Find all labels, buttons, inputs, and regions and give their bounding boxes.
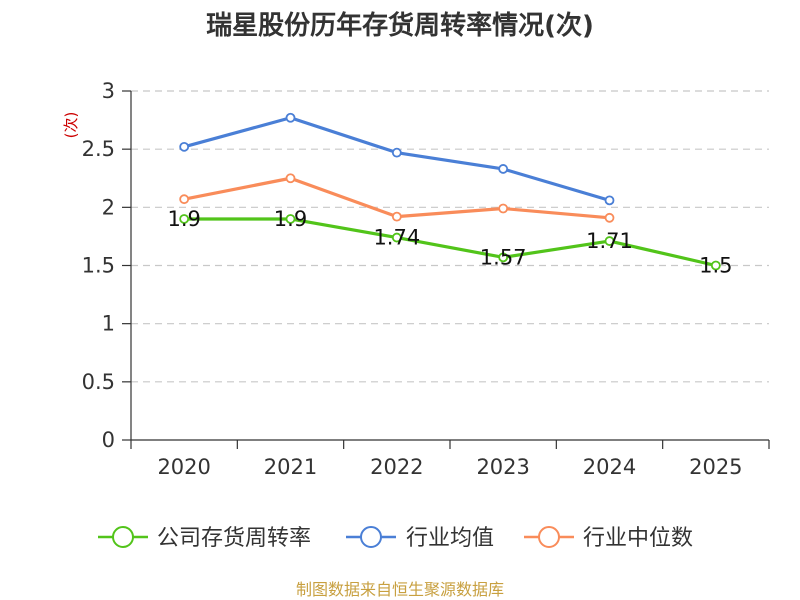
- data-point[interactable]: [391, 147, 402, 158]
- y-tick-label: 1: [102, 312, 115, 336]
- y-tick-label: 1.5: [82, 254, 115, 278]
- x-tick-label: 2020: [157, 455, 210, 479]
- y-tick-label: 2.5: [82, 137, 115, 161]
- series-lines: [179, 112, 721, 271]
- series-2: [179, 173, 615, 223]
- data-point[interactable]: [179, 194, 190, 205]
- data-point[interactable]: [391, 232, 402, 243]
- legend-label: 公司存货周转率: [157, 526, 311, 551]
- y-tick-label: 0.5: [82, 370, 115, 394]
- series-line: [184, 217, 717, 268]
- x-tick-label: 2025: [689, 455, 742, 479]
- data-label: 1.57: [480, 245, 527, 269]
- data-point[interactable]: [710, 260, 721, 271]
- data-label: 1.9: [274, 207, 307, 231]
- data-label: 1.5: [699, 254, 732, 278]
- data-point[interactable]: [498, 252, 509, 263]
- legend-marker: [360, 526, 382, 548]
- y-axis-unit: (次): [62, 112, 80, 139]
- data-point[interactable]: [604, 212, 615, 223]
- legend-marker: [112, 526, 134, 548]
- data-label: 1.71: [586, 229, 633, 253]
- data-point[interactable]: [604, 236, 615, 246]
- data-point[interactable]: [285, 173, 296, 184]
- data-point[interactable]: [604, 195, 615, 206]
- series-0: [179, 214, 721, 271]
- y-tick-label: 0: [102, 428, 115, 452]
- legend-item[interactable]: 公司存货周转率: [98, 526, 311, 551]
- data-label: 1.74: [373, 226, 420, 250]
- legend-marker: [538, 526, 560, 548]
- series-1: [179, 112, 615, 206]
- data-point[interactable]: [498, 203, 509, 214]
- data-label: 1.9: [167, 207, 200, 231]
- axes: [122, 90, 770, 449]
- data-point[interactable]: [179, 214, 190, 224]
- x-axis: 2020 2021 2022 2023 2024 2025: [157, 455, 742, 479]
- grid-lines: [131, 90, 769, 383]
- chart-title: 瑞星股份历年存货周转率情况(次): [206, 10, 594, 41]
- legend[interactable]: 公司存货周转率 行业均值 行业中位数: [98, 526, 693, 551]
- x-tick-label: 2021: [264, 455, 317, 479]
- data-point[interactable]: [498, 164, 509, 174]
- legend-item[interactable]: 行业均值: [346, 526, 494, 551]
- source-note: 制图数据来自恒生聚源数据库: [296, 580, 504, 599]
- y-axis: 0 0.5 1 1.5 2 2.5 3: [82, 79, 115, 452]
- y-tick-label: 2: [102, 195, 115, 219]
- data-point[interactable]: [285, 112, 296, 123]
- data-labels: 1.9 1.9 1.74 1.57 1.71 1.5: [167, 207, 732, 278]
- x-tick-label: 2022: [370, 455, 423, 479]
- legend-label: 行业中位数: [583, 526, 693, 551]
- y-tick-label: 3: [102, 79, 115, 103]
- x-tick-label: 2023: [476, 455, 529, 479]
- x-tick-label: 2024: [583, 455, 636, 479]
- data-point[interactable]: [391, 211, 402, 222]
- legend-item[interactable]: 行业中位数: [524, 526, 693, 551]
- data-point[interactable]: [285, 214, 296, 224]
- data-point[interactable]: [179, 141, 190, 152]
- legend-label: 行业均值: [406, 526, 494, 551]
